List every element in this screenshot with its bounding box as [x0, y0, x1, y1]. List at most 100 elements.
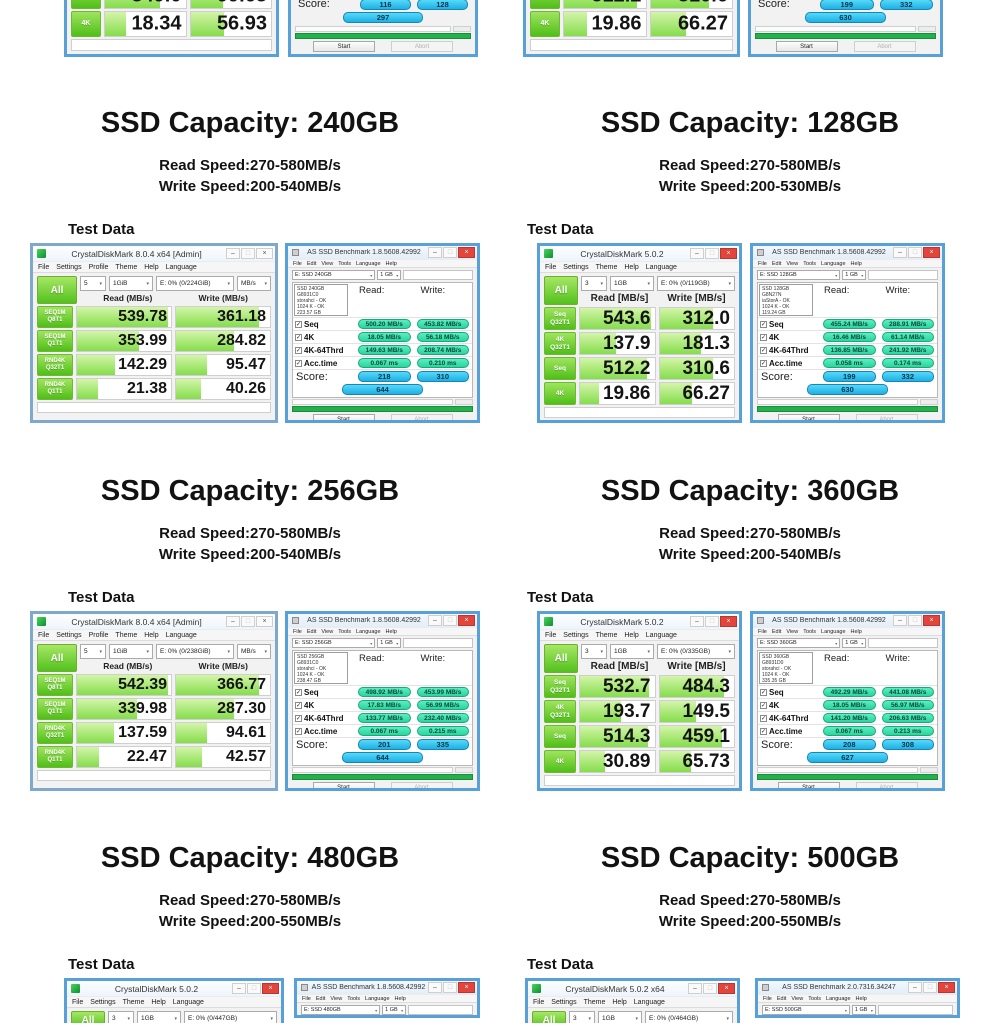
- menu-item-file[interactable]: File: [72, 998, 84, 1006]
- maximize-button[interactable]: □: [241, 616, 255, 627]
- menu-item-tools[interactable]: Tools: [803, 628, 817, 635]
- maximize-button[interactable]: □: [443, 982, 457, 993]
- drive-select[interactable]: E: SSD 256GB ▾: [292, 638, 376, 648]
- checkbox[interactable]: ✓: [295, 346, 302, 354]
- size-select[interactable]: 1 GB ▾: [382, 1005, 407, 1015]
- menu-item-file[interactable]: File: [38, 263, 50, 271]
- menu-item-settings[interactable]: Settings: [551, 998, 577, 1006]
- test-type-button[interactable]: 4K Q32T1: [544, 332, 576, 355]
- test-count-dropdown[interactable]: 3 ▾: [569, 1011, 595, 1023]
- minimize-button[interactable]: –: [232, 983, 246, 994]
- size-select[interactable]: 1 GB ▾: [842, 270, 867, 280]
- test-type-button[interactable]: RND4K Q32T1: [37, 354, 73, 376]
- menu-item-file[interactable]: File: [758, 628, 767, 635]
- maximize-button[interactable]: □: [443, 247, 457, 258]
- close-button[interactable]: ×: [458, 982, 475, 993]
- drive-dropdown[interactable]: E: 0% (0/464GB) ▾: [645, 1011, 733, 1023]
- checkbox[interactable]: ✓: [760, 714, 767, 722]
- checkbox[interactable]: ✓: [295, 714, 302, 722]
- menu-item-view[interactable]: View: [321, 628, 334, 635]
- test-type-button[interactable]: Seq: [530, 0, 560, 9]
- drive-select[interactable]: E: SSD 240GB ▾: [292, 270, 376, 280]
- menu-item-theme[interactable]: Theme: [595, 631, 618, 639]
- menu-item-view[interactable]: View: [791, 995, 804, 1002]
- test-type-button[interactable]: 4K: [71, 11, 101, 37]
- test-count-dropdown[interactable]: 3 ▾: [108, 1011, 134, 1023]
- size-select[interactable]: 1 GB ▾: [377, 638, 402, 648]
- close-button[interactable]: ×: [256, 616, 273, 627]
- checkbox[interactable]: ✓: [760, 688, 767, 696]
- checkbox[interactable]: ✓: [760, 359, 767, 367]
- abort-button[interactable]: Abort: [391, 41, 453, 52]
- menu-item-language[interactable]: Language: [356, 260, 381, 267]
- test-type-button[interactable]: Seq Q32T1: [544, 675, 576, 698]
- maximize-button[interactable]: □: [241, 248, 255, 259]
- menu-item-help[interactable]: Help: [850, 260, 862, 267]
- menu-item-help[interactable]: Help: [144, 631, 159, 639]
- menu-item-language[interactable]: Language: [645, 631, 677, 639]
- menu-item-theme[interactable]: Theme: [115, 263, 138, 271]
- checkbox[interactable]: ✓: [295, 727, 302, 735]
- start-button[interactable]: Start: [312, 782, 375, 788]
- abort-button[interactable]: Abort: [855, 414, 918, 420]
- menu-item-edit[interactable]: Edit: [771, 628, 782, 635]
- maximize-button[interactable]: □: [705, 248, 719, 259]
- menu-item-theme[interactable]: Theme: [595, 263, 618, 271]
- drive-dropdown[interactable]: E: 0% (0/335GB) ▾: [657, 644, 735, 659]
- abort-button[interactable]: Abort: [390, 414, 453, 420]
- close-button[interactable]: ×: [256, 248, 273, 259]
- checkbox[interactable]: ✓: [760, 333, 767, 341]
- test-type-button[interactable]: SEQ1M Q8T1: [37, 306, 73, 328]
- checkbox[interactable]: ✓: [760, 727, 767, 735]
- test-type-button[interactable]: Seq Q32T1: [544, 307, 576, 330]
- close-button[interactable]: ×: [720, 616, 737, 627]
- menu-item-file[interactable]: File: [38, 631, 50, 639]
- minimize-button[interactable]: –: [226, 248, 240, 259]
- test-size-dropdown[interactable]: 1GB ▾: [610, 276, 654, 291]
- menu-item-language[interactable]: Language: [633, 998, 665, 1006]
- menu-item-edit[interactable]: Edit: [315, 995, 326, 1002]
- test-size-dropdown[interactable]: 1GB ▾: [598, 1011, 642, 1023]
- test-type-button[interactable]: Seq: [544, 725, 576, 748]
- menu-item-language[interactable]: Language: [356, 628, 381, 635]
- start-button[interactable]: Start: [313, 41, 375, 52]
- checkbox[interactable]: ✓: [760, 346, 767, 354]
- size-select[interactable]: 1 GB ▾: [842, 638, 867, 648]
- menu-item-help[interactable]: Help: [385, 628, 397, 635]
- drive-select[interactable]: E: SSD 128GB ▾: [757, 270, 841, 280]
- menu-item-language[interactable]: Language: [645, 263, 677, 271]
- minimize-button[interactable]: –: [688, 983, 702, 994]
- start-button[interactable]: Start: [775, 41, 838, 52]
- drive-dropdown[interactable]: E: 0% (0/447GB) ▾: [184, 1011, 277, 1023]
- checkbox[interactable]: ✓: [295, 320, 302, 328]
- drive-dropdown[interactable]: E: 0% (0/224GiB) ▾: [156, 276, 234, 291]
- checkbox[interactable]: ✓: [760, 701, 767, 709]
- menu-item-file[interactable]: File: [293, 628, 302, 635]
- all-button[interactable]: All: [37, 644, 77, 672]
- menu-item-tools[interactable]: Tools: [803, 260, 817, 267]
- maximize-button[interactable]: □: [705, 616, 719, 627]
- test-size-dropdown[interactable]: 1GiB ▾: [109, 644, 153, 659]
- checkbox[interactable]: ✓: [760, 320, 767, 328]
- minimize-button[interactable]: –: [908, 982, 922, 993]
- menu-item-settings[interactable]: Settings: [90, 998, 116, 1006]
- test-type-button[interactable]: SEQ1M Q1T1: [37, 698, 73, 720]
- drive-dropdown[interactable]: E: 0% (0/238GiB) ▾: [156, 644, 234, 659]
- close-button[interactable]: ×: [938, 982, 955, 993]
- menu-item-theme[interactable]: Theme: [583, 998, 606, 1006]
- test-type-button[interactable]: RND4K Q32T1: [37, 722, 73, 744]
- minimize-button[interactable]: –: [690, 616, 704, 627]
- test-type-button[interactable]: SEQ1M Q1T1: [37, 330, 73, 352]
- close-button[interactable]: ×: [720, 248, 737, 259]
- test-size-dropdown[interactable]: 1GB ▾: [610, 644, 654, 659]
- close-button[interactable]: ×: [458, 615, 475, 626]
- drive-dropdown[interactable]: E: 0% (0/119GB) ▾: [657, 276, 735, 291]
- test-count-dropdown[interactable]: 3 ▾: [581, 644, 607, 659]
- menu-item-edit[interactable]: Edit: [776, 995, 787, 1002]
- menu-item-help[interactable]: Help: [612, 998, 627, 1006]
- size-select[interactable]: 1 GB ▾: [851, 1005, 876, 1015]
- menu-item-help[interactable]: Help: [385, 260, 397, 267]
- minimize-button[interactable]: –: [690, 248, 704, 259]
- menu-item-help[interactable]: Help: [850, 628, 862, 635]
- checkbox[interactable]: ✓: [295, 701, 302, 709]
